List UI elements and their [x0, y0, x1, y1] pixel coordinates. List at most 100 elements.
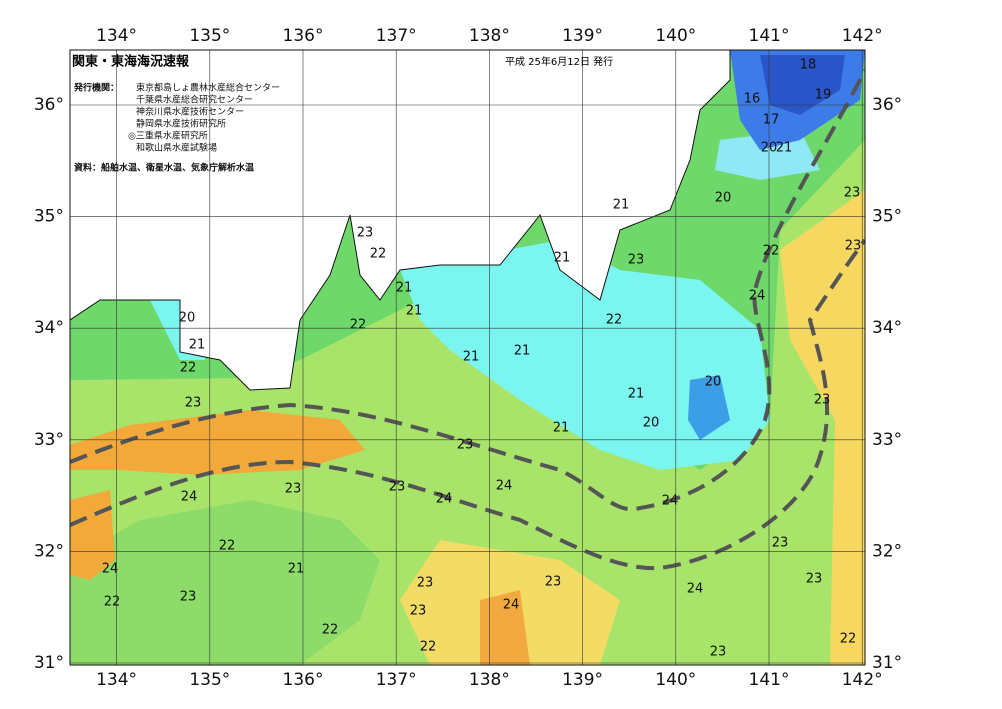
isotherm-label: 16	[744, 92, 761, 107]
isotherm-label: 23	[389, 480, 406, 495]
lon-tick-label: 137°	[376, 26, 417, 46]
lat-tick-label: 36°	[34, 95, 64, 115]
zone-cyan	[400, 240, 770, 470]
isotherm-label: 24	[662, 494, 679, 509]
lon-tick-label: 141°	[749, 670, 790, 690]
lat-tick-label: 33°	[34, 430, 64, 450]
isotherm-label: 24	[181, 490, 198, 505]
zone-dark-blue	[760, 55, 845, 115]
isotherm-label: 24	[687, 582, 704, 597]
isotherm-label: 21	[554, 251, 571, 266]
lon-tick-label: 142°	[842, 670, 883, 690]
lon-tick-label: 141°	[749, 26, 790, 46]
lon-tick-label: 139°	[562, 670, 603, 690]
frame	[69, 49, 866, 666]
isotherm-label: 23	[814, 393, 831, 408]
lon-tick-label: 140°	[655, 670, 696, 690]
lon-tick-label: 139°	[562, 26, 603, 46]
lon-tick-label: 135°	[189, 26, 230, 46]
isotherm-label: 24	[749, 289, 766, 304]
isotherm-label: 21	[776, 141, 793, 156]
issuer: 和歌山県水産試験場	[136, 142, 217, 154]
isotherm-label: 24	[503, 598, 520, 613]
lat-tick-label: 32°	[34, 541, 64, 561]
issuer: 静岡県水産技術研究所	[136, 118, 226, 130]
lon-tick-label: 140°	[655, 26, 696, 46]
zone-yellow	[780, 190, 865, 665]
isotherm-label: 23	[710, 645, 727, 660]
isotherm-label: 23	[185, 396, 202, 411]
isotherm-label: 20	[761, 141, 778, 156]
zone-blue	[688, 375, 730, 440]
isotherm-label: 23	[844, 186, 861, 201]
issuer: ◎三重県水産研究所	[128, 130, 208, 142]
isotherm-label: 22	[420, 640, 437, 655]
isotherm-label: 21	[288, 562, 305, 577]
isotherm-label: 17	[763, 113, 780, 128]
isotherm-label: 24	[496, 479, 513, 494]
issuer: 神奈川県水産技術センター	[136, 106, 244, 118]
isotherm-label: 23	[410, 604, 427, 619]
isotherm-label: 22	[840, 632, 857, 647]
isotherm-label: 23	[180, 590, 197, 605]
zone-orange	[480, 590, 530, 665]
isotherm-label: 20	[643, 416, 660, 431]
isotherm-label: 23	[772, 536, 789, 551]
isotherm-label: 18	[800, 58, 817, 73]
current-axis	[70, 69, 865, 512]
issuers-label: 発行機関：	[73, 82, 119, 94]
issuer: 東京都島しょ農林水産総合センター	[136, 82, 280, 94]
isotherm-label: 22	[219, 539, 236, 554]
isotherm-label: 24	[102, 562, 119, 577]
isotherm-label: 20	[705, 375, 722, 390]
lon-tick-label: 135°	[189, 670, 230, 690]
isotherm-label: 21	[514, 344, 531, 359]
lon-tick-label: 138°	[469, 26, 510, 46]
lon-tick-label: 142°	[842, 26, 883, 46]
lon-tick-label: 137°	[376, 670, 417, 690]
zone-orange	[70, 410, 365, 475]
lat-tick-label: 34°	[872, 318, 902, 338]
isotherm-label: 19	[815, 88, 832, 103]
lon-tick-label: 136°	[283, 26, 324, 46]
lat-tick-label: 31°	[34, 653, 64, 673]
isotherm-label: 21	[628, 387, 645, 402]
isotherm-label: 23	[417, 576, 434, 591]
isotherm-label: 22	[763, 244, 780, 259]
lat-tick-label: 31°	[872, 653, 902, 673]
isotherm-label: 21	[189, 338, 206, 353]
isotherm-label: 23	[357, 226, 374, 241]
isotherm-label: 21	[406, 304, 423, 319]
zone-cyan	[715, 130, 820, 180]
zone-green	[70, 500, 380, 665]
isotherm-label: 21	[396, 281, 413, 296]
isotherm-label: 20	[715, 191, 732, 206]
isotherm-label: 22	[322, 623, 339, 638]
isotherm-label: 21	[553, 421, 570, 436]
issuers: 東京都島しょ農林水産総合センター千葉県水産総合研究センター神奈川県水産技術センタ…	[128, 82, 280, 154]
isotherm-label: 22	[104, 595, 121, 610]
isotherm-label: 23	[545, 575, 562, 590]
lat-tick-label: 34°	[34, 318, 64, 338]
lon-tick-label: 134°	[96, 26, 137, 46]
isotherm-label: 22	[180, 361, 197, 376]
isotherm-label: 23	[845, 239, 862, 254]
source: 資料：船舶水温、衛星水温、気象庁解析水温	[74, 162, 254, 174]
lat-tick-label: 33°	[872, 430, 902, 450]
isotherm-label: 20	[179, 311, 196, 326]
graticule	[70, 50, 865, 665]
isotherm-label: 22	[606, 313, 623, 328]
isotherm-label: 21	[613, 198, 630, 213]
lat-tick-label: 32°	[872, 541, 902, 561]
isotherm-label: 23	[628, 253, 645, 268]
isotherm-label: 24	[436, 492, 453, 507]
isotherm-label: 23	[806, 572, 823, 587]
current-axis	[70, 238, 865, 571]
lat-tick-label: 35°	[872, 207, 902, 227]
lon-tick-label: 138°	[469, 670, 510, 690]
land	[70, 50, 731, 391]
title: 関東・東海海況速報	[72, 54, 190, 70]
issuer: 千葉県水産総合研究センター	[136, 94, 253, 106]
